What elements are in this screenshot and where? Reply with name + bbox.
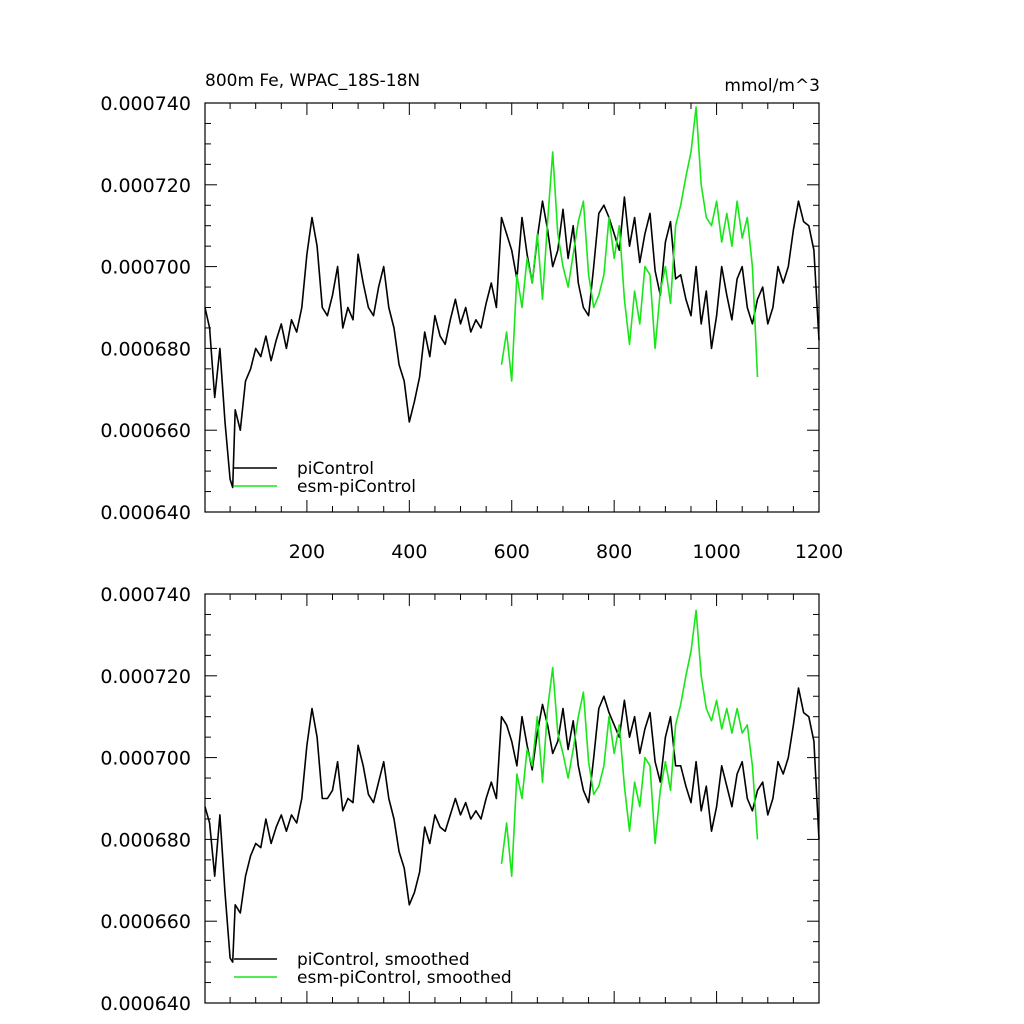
y-tick-label-1-1: 0.000660 [100,911,191,933]
y-tick-label-1-2: 0.000680 [100,829,191,851]
y-tick-label-1-0: 0.000640 [100,993,191,1015]
y-tick-label-1-3: 0.000700 [100,748,191,770]
plot-frame-0 [204,102,820,513]
x-tick-label-0-0: 200 [289,541,325,563]
y-tick-label-0-5: 0.000740 [100,93,191,115]
y-tick-label-0-4: 0.000720 [100,175,191,197]
bottom-panel: 0.000640 0.000660 0.000680 0.000700 0.000720… [100,584,820,1015]
series-line-1-1 [500,609,759,878]
top-panel-units: mmol/m^3 [724,76,820,96]
series-line-0-0 [204,196,820,489]
x-tick-label-0-1: 400 [391,541,427,563]
legend-label-1-0: piControl, smoothed [297,950,470,970]
y-tick-label-0-1: 0.000660 [100,420,191,442]
series-line-1-0 [204,687,820,963]
legend-label-0-0: piControl [297,459,374,479]
y-tick-label-1-4: 0.000720 [100,666,191,688]
x-tick-label-0-4: 1000 [692,541,740,563]
legend-label-0-1: esm-piControl [297,477,416,497]
y-tick-label-0-2: 0.000680 [100,338,191,360]
y-tick-label-0-0: 0.000640 [100,502,191,524]
plot-frame-1 [204,593,820,1004]
y-tick-label-0-3: 0.000700 [100,257,191,279]
x-tick-label-0-2: 600 [494,541,530,563]
legend-label-1-1: esm-piControl, smoothed [297,968,512,988]
y-tick-label-1-5: 0.000740 [100,584,191,606]
top-panel-title: 800m Fe, WPAC_18S-18N [205,71,420,91]
series-line-0-1 [500,106,759,382]
top-panel: 800m Fe, WPAC_18S-18N mmol/m^3 0.000640 0… [100,71,843,563]
x-tick-label-0-5: 1200 [795,541,843,563]
x-tick-label-0-3: 800 [596,541,632,563]
